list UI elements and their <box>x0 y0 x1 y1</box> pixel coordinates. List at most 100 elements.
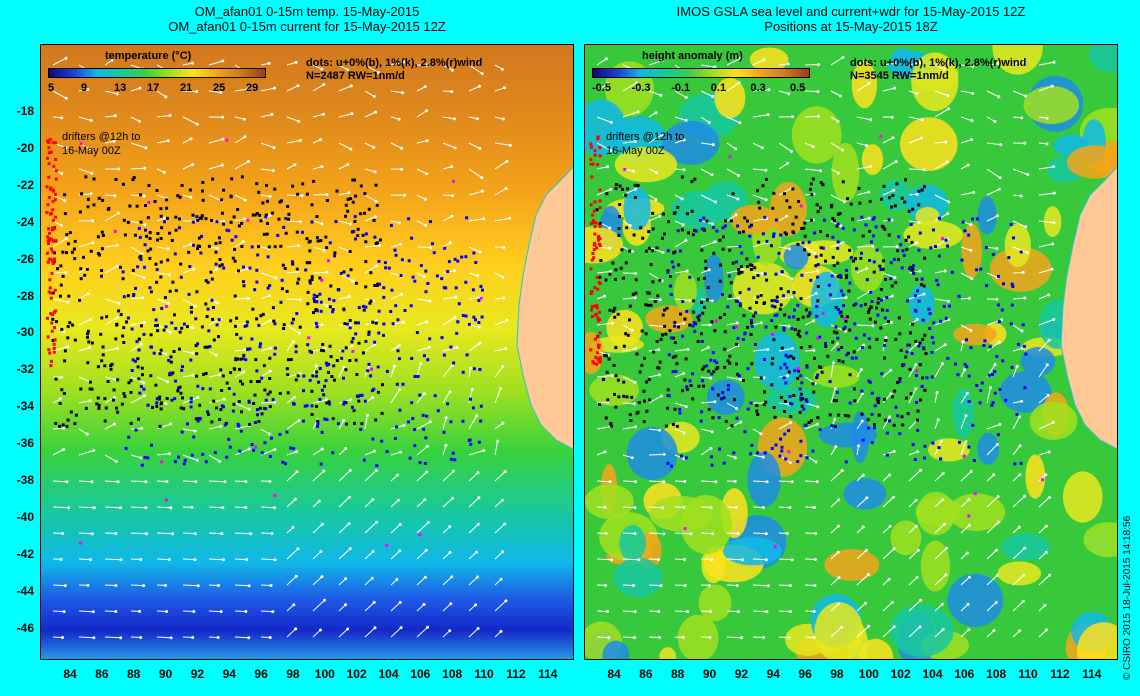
drifter-dot <box>919 398 922 402</box>
current-arrow-head <box>945 546 949 550</box>
drifter-dot <box>898 432 902 436</box>
current-arrow-head <box>842 200 846 204</box>
drifter-dot <box>68 321 72 325</box>
drifter-dot <box>980 381 984 385</box>
current-arrow-head <box>966 163 970 167</box>
drifter-dot <box>828 380 832 384</box>
current-arrow-head <box>192 610 196 613</box>
current-arrow-head <box>268 294 271 297</box>
current-arrow-head <box>764 198 768 202</box>
drifter-dot <box>315 294 319 298</box>
drifter-dot <box>723 312 727 316</box>
drifter-dot <box>115 406 118 410</box>
current-arrow-head <box>608 246 612 250</box>
drifter-dot <box>400 258 404 262</box>
drifter-dot <box>90 387 94 391</box>
drifter-dot <box>651 227 655 231</box>
drifter-dot <box>146 403 150 407</box>
drifter-dot <box>852 350 856 354</box>
current-arrow-head <box>710 299 714 303</box>
current-arrow-head <box>244 610 248 613</box>
drifter-dot <box>164 498 168 502</box>
current-arrow <box>882 450 895 456</box>
current-arrow-head <box>787 92 791 96</box>
current-arrow-head <box>63 199 67 203</box>
current-arrow-head <box>401 91 405 95</box>
current-arrow-head <box>58 397 62 401</box>
current-arrow-head <box>819 169 822 173</box>
current-arrow-head <box>935 391 939 394</box>
drifter-dot <box>772 338 776 342</box>
current-arrow <box>752 454 764 458</box>
current-arrow-head <box>194 480 198 484</box>
drifter-dot <box>228 445 232 449</box>
drifter-dot <box>276 233 280 237</box>
drifter-dot <box>136 265 140 269</box>
drifter-dot <box>687 231 690 235</box>
drifter-dot <box>895 182 899 186</box>
current-arrow-head <box>322 248 326 252</box>
current-arrow-head <box>64 146 68 150</box>
drifter-dot <box>595 362 598 366</box>
drifter-dot <box>635 352 639 356</box>
drifter-dot <box>189 306 193 310</box>
drifter-dot <box>84 406 88 410</box>
drifter-dot <box>71 323 75 327</box>
drifter-dot <box>74 413 78 417</box>
current-arrow-head <box>606 82 610 86</box>
current-arrow <box>104 244 118 248</box>
drifter-dot <box>691 372 695 376</box>
drifter-dot <box>832 399 836 402</box>
current-arrow <box>468 85 480 92</box>
drifter-dot <box>593 286 597 290</box>
drifter-dot <box>592 361 596 365</box>
drifter-dot <box>732 326 736 330</box>
drifter-dot <box>253 213 257 217</box>
current-arrow-head <box>865 144 868 147</box>
drifter-dot <box>257 323 261 327</box>
drifter-dot <box>885 296 889 300</box>
current-arrow-head <box>221 115 225 119</box>
current-arrow-head <box>661 251 665 254</box>
drifter-dot <box>337 288 341 292</box>
current-arrow-head <box>964 440 968 444</box>
drifter-dot <box>593 149 597 153</box>
drifter-dot <box>799 396 803 400</box>
drifter-dot <box>54 141 57 145</box>
drifter-dot <box>723 347 727 351</box>
drifter-dot <box>839 275 843 279</box>
drifter-dot <box>852 259 855 263</box>
drifter-dot <box>882 225 885 229</box>
drifter-dot <box>266 222 269 225</box>
current-arrow-head <box>734 213 738 217</box>
drifter-dot <box>644 332 648 336</box>
drifter-dot <box>796 376 800 380</box>
current-arrow <box>830 242 844 248</box>
current-arrow <box>674 168 685 171</box>
drifter-dot <box>803 423 807 427</box>
drifter-dot <box>604 416 608 420</box>
current-arrow <box>648 246 664 253</box>
drifter-dot <box>286 358 290 362</box>
current-arrow <box>364 577 373 586</box>
drifter-dot <box>196 419 200 423</box>
current-arrow <box>934 499 943 508</box>
drifter-dot <box>159 207 163 211</box>
current-arrow-head <box>686 610 689 614</box>
current-arrow-head <box>1018 473 1022 477</box>
current-arrow <box>830 499 839 508</box>
drifter-dot <box>247 400 251 404</box>
drifter-dot <box>852 228 856 232</box>
drifter-dot <box>345 322 349 326</box>
current-arrow-head <box>682 321 686 325</box>
anomaly-patch <box>977 196 997 235</box>
current-arrow <box>934 90 949 96</box>
current-arrow-head <box>501 421 505 425</box>
drifter-dot <box>905 247 909 251</box>
drifter-dot <box>131 358 135 362</box>
current-arrow-head <box>480 176 484 180</box>
current-arrow-head <box>373 215 377 219</box>
current-arrow-head <box>373 626 377 630</box>
current-arrow-head <box>941 628 945 631</box>
current-arrow <box>52 194 66 202</box>
